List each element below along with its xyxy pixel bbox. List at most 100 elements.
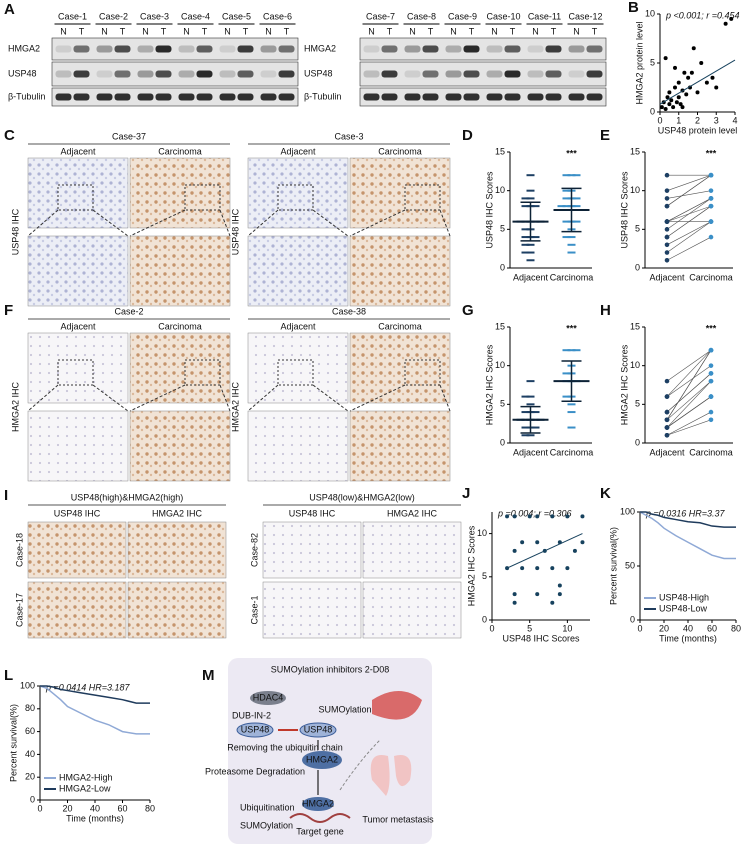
blot-row-label: HMGA2 bbox=[304, 43, 336, 53]
point bbox=[565, 514, 570, 519]
pair-line bbox=[666, 221, 712, 246]
point bbox=[664, 172, 670, 178]
point bbox=[708, 203, 714, 209]
blot-band bbox=[196, 45, 213, 53]
case-label: Case-2 bbox=[99, 11, 128, 21]
diagram-label: Ubiquitination bbox=[240, 802, 295, 812]
case-title: Case-2 bbox=[114, 306, 143, 316]
blot-band bbox=[278, 70, 295, 78]
blot-band bbox=[155, 93, 172, 101]
diagram-label: USP48 bbox=[304, 724, 333, 734]
panel-label: D bbox=[462, 127, 473, 144]
panel-label: F bbox=[4, 302, 13, 319]
point bbox=[729, 16, 734, 21]
column-label: USP48 IHC bbox=[54, 508, 101, 518]
y-tick-label: 0 bbox=[482, 614, 487, 624]
significance: *** bbox=[566, 323, 577, 333]
pair-line bbox=[666, 380, 712, 428]
blot-band bbox=[568, 70, 585, 78]
point bbox=[708, 234, 714, 240]
ihc-image bbox=[27, 521, 127, 579]
point bbox=[686, 75, 691, 80]
x-tick-label: 80 bbox=[145, 803, 155, 813]
pair-line bbox=[666, 373, 712, 413]
blot-row-label: USP48 bbox=[8, 68, 37, 78]
blot-band bbox=[545, 70, 562, 78]
y-tick-label: 100 bbox=[620, 506, 635, 516]
ihc-image bbox=[247, 332, 349, 404]
zoom-box bbox=[404, 359, 441, 386]
blot-band bbox=[404, 45, 421, 53]
ihc-image bbox=[349, 332, 451, 404]
row-label: Case-17 bbox=[14, 593, 24, 627]
zoom-box bbox=[277, 359, 314, 386]
blot-strip bbox=[51, 61, 299, 87]
x-tick-label: 2 bbox=[695, 115, 700, 125]
blot-band bbox=[96, 70, 113, 78]
zoom-box bbox=[404, 184, 441, 211]
survival-curve bbox=[639, 511, 736, 560]
pair-line bbox=[666, 174, 712, 207]
blot-band bbox=[422, 70, 439, 78]
point bbox=[664, 257, 670, 263]
x-category-label: Adjacent bbox=[513, 447, 549, 457]
point bbox=[550, 600, 555, 605]
blot-band bbox=[545, 93, 562, 101]
blot-band bbox=[73, 70, 90, 78]
case-label: Case-4 bbox=[181, 11, 210, 21]
blot-band bbox=[278, 93, 295, 101]
point bbox=[676, 95, 681, 100]
ihc-image bbox=[129, 332, 231, 404]
point bbox=[699, 61, 704, 65]
point bbox=[664, 219, 670, 224]
x-tick-label: 1 bbox=[676, 115, 681, 125]
significance: *** bbox=[706, 148, 717, 158]
blot-band bbox=[114, 70, 131, 78]
organ bbox=[370, 755, 412, 796]
x-tick-label: 5 bbox=[527, 623, 532, 633]
ihc-image bbox=[129, 157, 231, 229]
blot-band bbox=[137, 93, 154, 101]
lane-label: T bbox=[120, 26, 126, 36]
node bbox=[302, 751, 342, 769]
point bbox=[708, 378, 714, 384]
ihc-zoom-image bbox=[247, 235, 349, 307]
y-tick-label: 5 bbox=[635, 224, 640, 234]
point bbox=[710, 75, 715, 80]
panel-label: K bbox=[600, 485, 611, 502]
blot-band bbox=[155, 45, 172, 53]
trend-line bbox=[659, 59, 736, 105]
blot-band bbox=[486, 70, 503, 78]
y-tick-label: 0 bbox=[635, 437, 640, 447]
blot-band bbox=[363, 70, 380, 78]
blot-band bbox=[504, 70, 521, 78]
zoom-line bbox=[27, 209, 59, 237]
lane-label: N bbox=[409, 26, 416, 36]
diagram-label: USP48 bbox=[241, 724, 270, 734]
blot-band bbox=[219, 93, 236, 101]
lane-label: T bbox=[592, 26, 598, 36]
survival-curve bbox=[39, 685, 150, 735]
stain-label: USP48 IHC bbox=[10, 208, 20, 255]
point bbox=[580, 540, 585, 545]
panel-label: E bbox=[600, 127, 610, 144]
row-label: Case-18 bbox=[14, 533, 24, 567]
y-tick-label: 0 bbox=[500, 262, 505, 272]
case-label: Case-12 bbox=[568, 11, 602, 21]
blot-band bbox=[445, 93, 462, 101]
zoom-line bbox=[129, 209, 186, 237]
panel-label: M bbox=[202, 667, 215, 684]
y-tick-label: 0 bbox=[650, 106, 655, 116]
y-tick-label: 15 bbox=[495, 146, 505, 156]
stain-label: HMGA2 IHC bbox=[10, 382, 20, 433]
blot-band bbox=[445, 70, 462, 78]
blot-strip bbox=[359, 37, 607, 61]
lane-label: T bbox=[387, 26, 393, 36]
blot-row-label: β-Tubulin bbox=[8, 91, 45, 101]
point bbox=[664, 250, 670, 255]
blot-band bbox=[237, 45, 254, 53]
point bbox=[704, 80, 709, 85]
stain-label: USP48 IHC bbox=[230, 208, 240, 255]
annotation: p <0.001; r =0.454 bbox=[665, 10, 740, 20]
point bbox=[512, 514, 517, 519]
